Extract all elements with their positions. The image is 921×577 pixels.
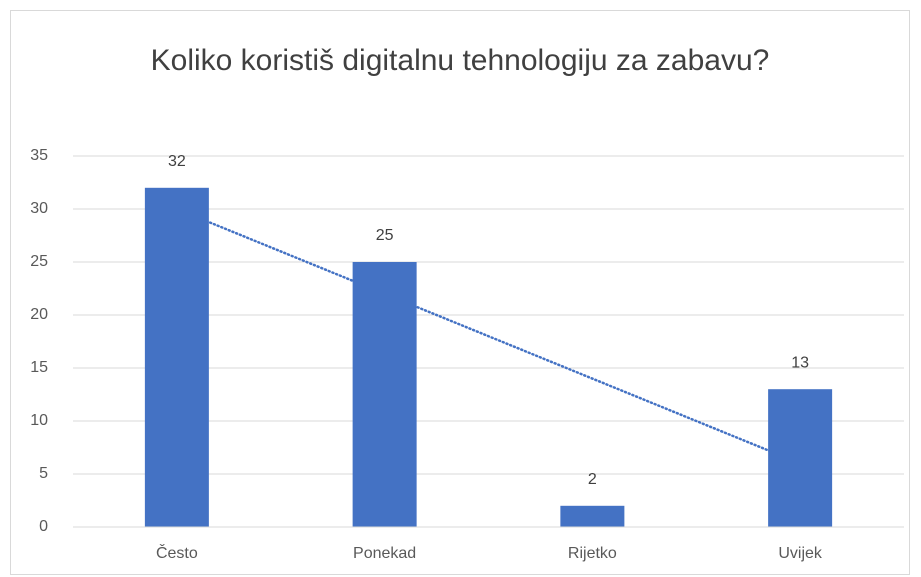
x-tick-label: Često (156, 543, 198, 562)
x-tick-label: Uvijek (778, 545, 823, 562)
chart-title: Koliko koristiš digitalnu tehnologiju za… (151, 44, 770, 77)
data-label: 25 (376, 227, 394, 244)
data-label: 32 (168, 153, 186, 170)
y-tick-label: 35 (30, 147, 48, 164)
data-label: 2 (588, 471, 597, 488)
y-tick-label: 30 (30, 200, 48, 217)
trendline (175, 207, 802, 465)
bar (768, 389, 833, 527)
bar (144, 187, 209, 528)
y-tick-label: 10 (30, 412, 48, 429)
y-tick-label: 0 (39, 518, 48, 535)
bar (352, 262, 417, 527)
y-tick-label: 20 (30, 306, 48, 323)
y-tick-label: 25 (30, 253, 48, 270)
bar (560, 505, 625, 527)
x-tick-label: Rijetko (568, 545, 617, 562)
x-tick-label: Ponekad (353, 545, 416, 562)
y-tick-label: 15 (30, 359, 48, 376)
data-label: 13 (791, 354, 809, 371)
y-tick-label: 5 (39, 465, 48, 482)
